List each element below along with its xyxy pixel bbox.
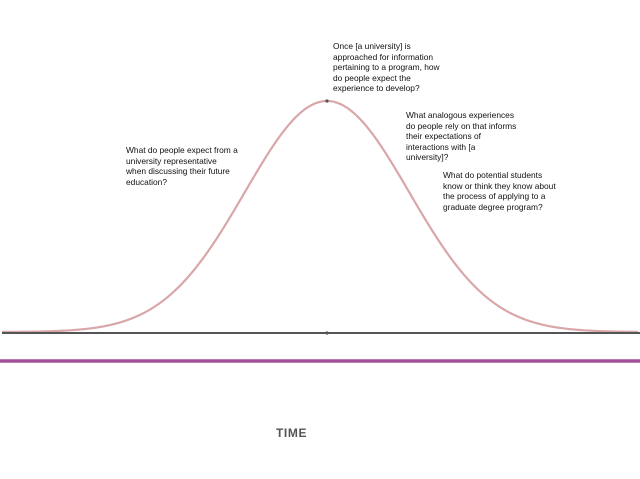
center-marker bbox=[325, 331, 329, 335]
annotation-right-lower: What do potential students know or think… bbox=[443, 170, 556, 212]
annotation-top: Once [a university] is approached for in… bbox=[333, 41, 440, 94]
axis-title-time: TIME bbox=[276, 426, 308, 440]
bell-curve bbox=[1, 99, 639, 334]
peak-marker bbox=[325, 99, 329, 103]
annotation-right-upper: What analogous experiences do people rel… bbox=[406, 110, 517, 163]
annotation-left: What do people expect from a university … bbox=[126, 145, 238, 187]
